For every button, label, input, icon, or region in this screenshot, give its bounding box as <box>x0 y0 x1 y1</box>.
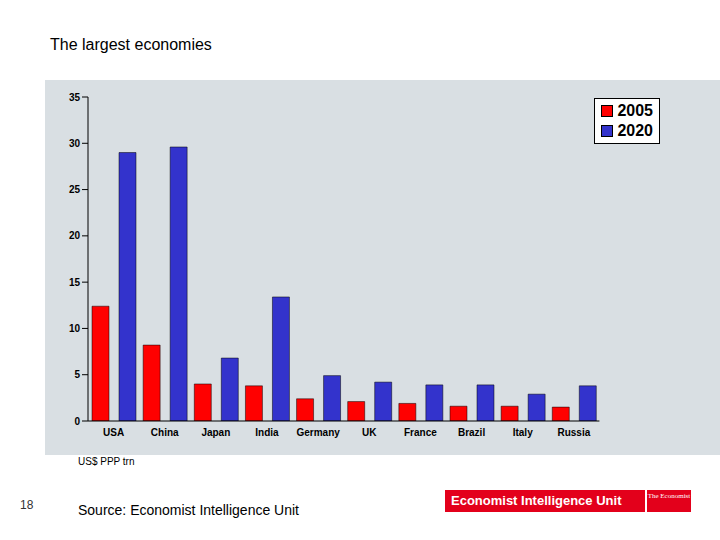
svg-text:0: 0 <box>74 416 80 427</box>
html-text:The largest economies: The largest economies <box>50 36 212 53</box>
svg-text:20: 20 <box>69 230 81 241</box>
svg-text:UK: UK <box>362 427 377 438</box>
svg-text:25: 25 <box>69 184 81 195</box>
html-text:2020: 2020 <box>617 122 653 139</box>
svg-text:USA: USA <box>103 427 124 438</box>
svg-text:10: 10 <box>69 323 81 334</box>
svg-text:5: 5 <box>74 369 80 380</box>
svg-text:35: 35 <box>69 92 81 103</box>
html-text:18: 18 <box>20 498 34 512</box>
svg-text:China: China <box>151 427 179 438</box>
svg-text:Japan: Japan <box>201 427 230 438</box>
svg-text:Germany: Germany <box>296 427 340 438</box>
svg-text:France: France <box>404 427 437 438</box>
svg-text:Brazil: Brazil <box>458 427 485 438</box>
html-text:Source: Economist Intelligence: Source: Economist Intelligence Unit <box>78 502 299 518</box>
html-text:US$ PPP trn: US$ PPP trn <box>78 456 135 467</box>
svg-text:15: 15 <box>69 277 81 288</box>
svg-text:Russia: Russia <box>557 427 590 438</box>
html-text:The Economist: The Economist <box>647 492 691 500</box>
html-text:Economist Intelligence Unit: Economist Intelligence Unit <box>451 493 622 508</box>
html-text:2005: 2005 <box>617 102 653 119</box>
svg-text:India: India <box>255 427 279 438</box>
svg-text:30: 30 <box>69 138 81 149</box>
svg-text:Italy: Italy <box>513 427 533 438</box>
